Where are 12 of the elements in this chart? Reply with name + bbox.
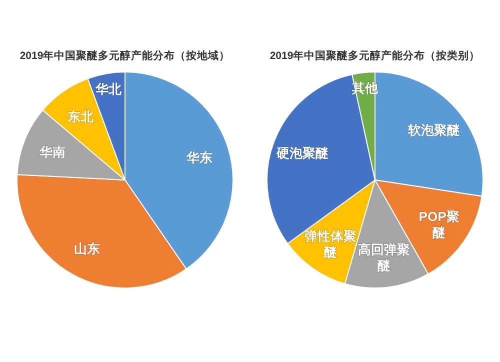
- slice-label: 东北: [66, 109, 94, 124]
- slice-label: 高回弹聚醚: [358, 242, 410, 274]
- slice-label: 华南: [38, 144, 66, 160]
- slice-label: POP聚醚: [418, 209, 460, 240]
- slice-label: 山东: [74, 240, 100, 256]
- slice-label: 硬泡聚醚: [275, 145, 330, 160]
- slice-label: 华北: [94, 82, 123, 97]
- chart-title: 2019年中国聚醚多元醇产能分布（按类别）: [270, 49, 480, 62]
- slice-label: 弹性体聚醚: [304, 228, 356, 260]
- chart-title: 2019年中国聚醚多元醇产能分布（按地域）: [20, 49, 230, 62]
- slice-label: 华东: [185, 150, 212, 165]
- slice-label: 软泡聚醚: [406, 122, 461, 138]
